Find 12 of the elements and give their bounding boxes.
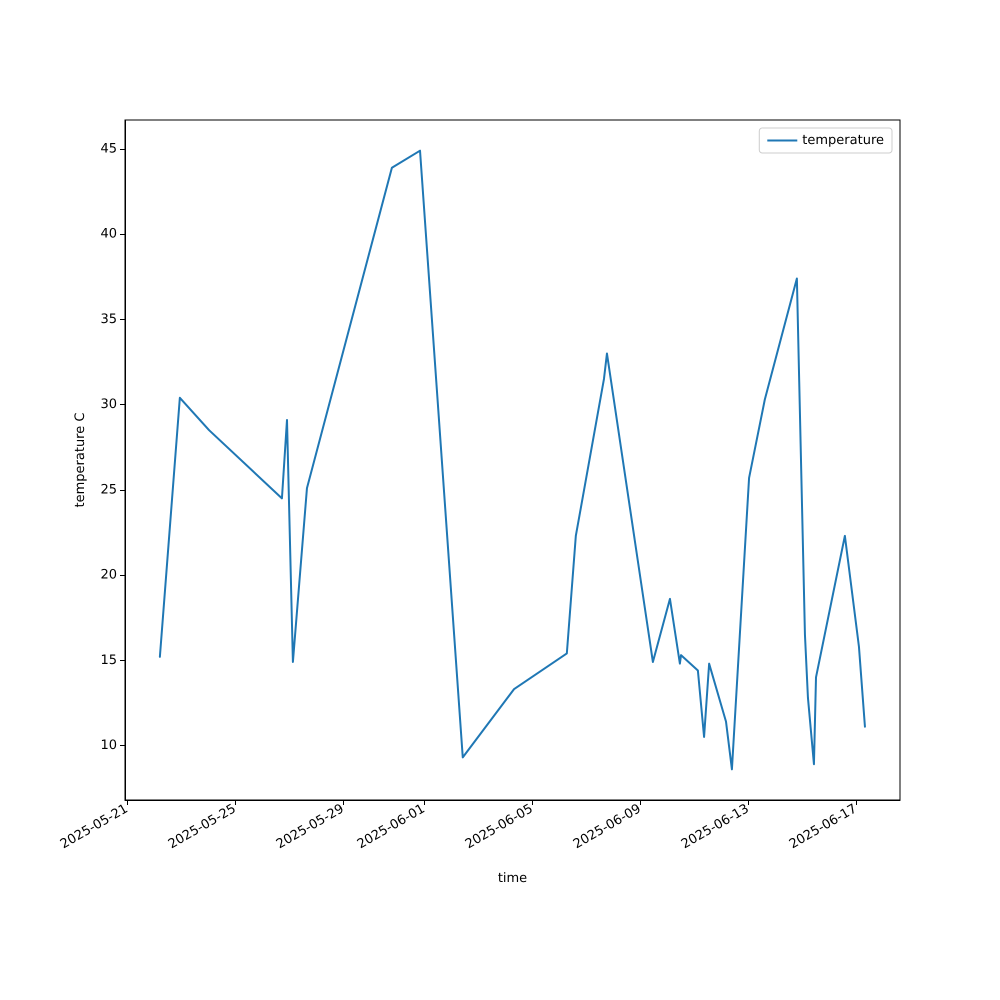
y-tick-label: 40 <box>100 226 117 242</box>
y-tick-label: 25 <box>100 482 117 498</box>
x-axis-title: time <box>498 871 528 886</box>
legend-label: temperature <box>802 133 884 148</box>
y-tick-label: 35 <box>100 312 117 327</box>
y-tick-label: 45 <box>100 141 117 156</box>
y-axis-title: temperature C <box>73 412 88 508</box>
y-tick-label: 10 <box>100 738 117 753</box>
line-series <box>158 150 866 770</box>
y-tick-label: 20 <box>100 568 117 583</box>
y-tick-label: 15 <box>100 652 117 668</box>
y-tick-label: 30 <box>100 397 117 412</box>
